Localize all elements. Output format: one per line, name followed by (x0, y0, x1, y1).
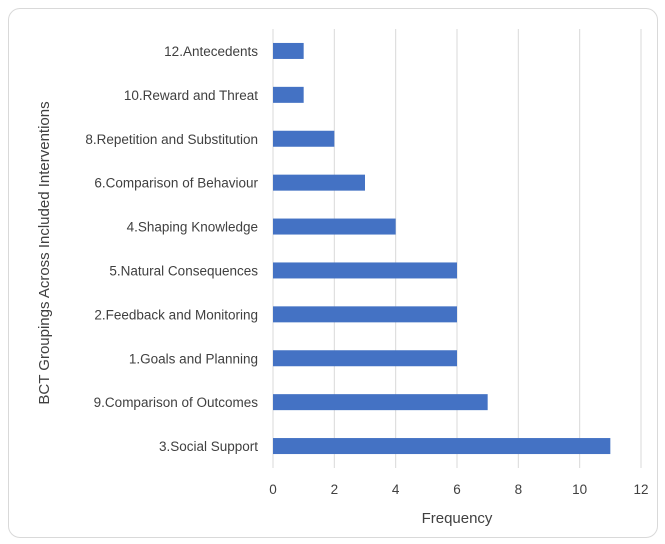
bar (273, 262, 457, 279)
bar (273, 42, 304, 59)
x-tick-label: 10 (572, 482, 587, 497)
bar (273, 174, 365, 191)
category-label: 4.Shaping Knowledge (127, 220, 258, 235)
category-labels: 12.Antecedents 10.Reward and Threat 8.Repe… (85, 44, 258, 454)
x-tick-label: 6 (453, 482, 461, 497)
x-axis-label: Frequency (422, 510, 493, 527)
x-tick-label: 8 (515, 482, 523, 497)
bar (273, 86, 304, 103)
bar (273, 394, 488, 411)
x-tick-label: 2 (331, 482, 339, 497)
bar (273, 306, 457, 323)
x-tick-labels: 0 2 4 6 8 10 12 (269, 482, 648, 497)
bars (273, 42, 611, 455)
category-label: 8.Repetition and Substitution (85, 132, 258, 147)
category-label: 1.Goals and Planning (129, 351, 258, 366)
bar (273, 350, 457, 367)
bar (273, 130, 335, 147)
category-label: 3.Social Support (159, 439, 258, 454)
x-tick-label: 4 (392, 482, 400, 497)
category-label: 9.Comparison of Outcomes (94, 395, 259, 410)
y-axis-label: BCT Groupings Across Included Interventi… (36, 101, 53, 404)
x-tick-label: 0 (269, 482, 277, 497)
bar (273, 218, 396, 235)
category-label: 2.Feedback and Monitoring (94, 307, 258, 322)
category-label: 10.Reward and Threat (124, 88, 258, 103)
x-tick-label: 12 (633, 482, 648, 497)
bar (273, 438, 611, 455)
category-label: 5.Natural Consequences (109, 263, 258, 278)
category-label: 12.Antecedents (164, 44, 258, 59)
category-label: 6.Comparison of Behaviour (94, 176, 258, 191)
